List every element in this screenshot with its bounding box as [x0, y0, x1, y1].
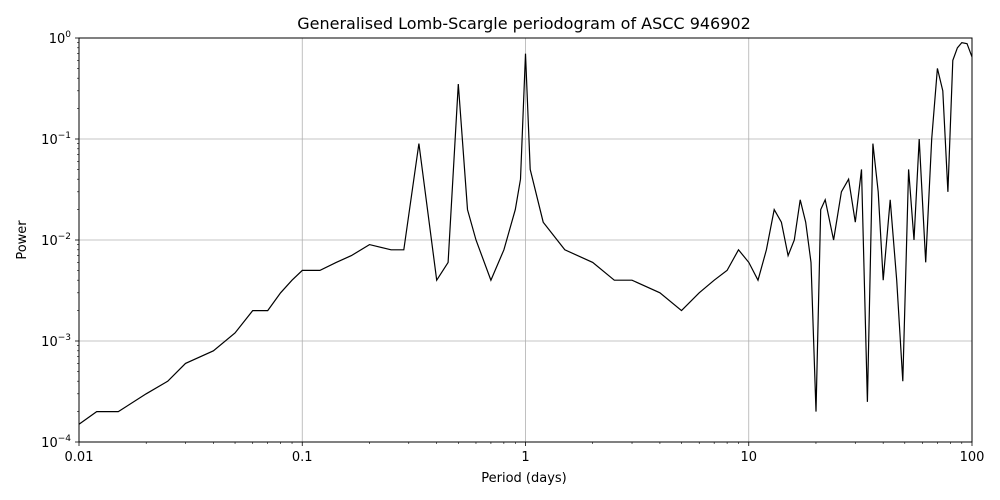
- chart-title: Generalised Lomb-Scargle periodogram of …: [297, 14, 751, 33]
- x-tick-label: 100: [960, 450, 985, 465]
- y-axis-title: Power: [15, 220, 30, 260]
- x-tick-label: 10: [740, 450, 757, 465]
- periodogram-series-line: [79, 41, 972, 425]
- x-axis-title: Period (days): [481, 471, 567, 486]
- y-tick-label: 10−1: [41, 131, 71, 148]
- y-tick-label: 10−2: [41, 232, 71, 249]
- y-tick-label: 10−3: [41, 333, 71, 350]
- x-tick-label: 0.01: [65, 450, 94, 465]
- axis-ticks: 0.01 0.1 1 10 100 10−4 10−3 10−2 10−1 100: [41, 30, 984, 465]
- x-tick-label: 1: [521, 450, 529, 465]
- y-tick-label: 10−4: [41, 434, 71, 451]
- x-tick-label: 0.1: [292, 450, 313, 465]
- data-layer: [79, 41, 972, 425]
- y-tick-label: 100: [49, 30, 72, 47]
